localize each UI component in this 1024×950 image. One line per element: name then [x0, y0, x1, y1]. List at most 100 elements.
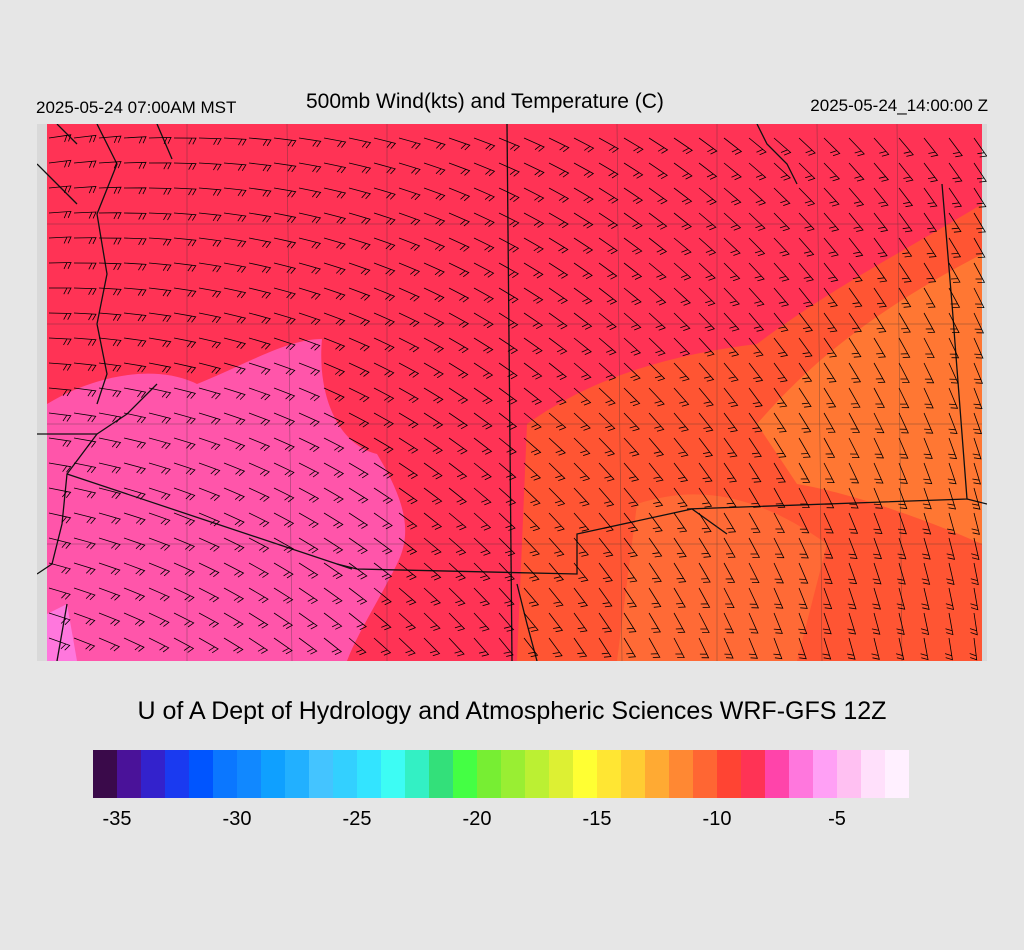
wind-barb [623, 562, 638, 583]
wind-barb [98, 637, 121, 652]
wind-barb [548, 462, 566, 481]
wind-barb [48, 236, 72, 244]
wind-barb [98, 337, 122, 347]
wind-barb [73, 134, 97, 143]
wind-barb [123, 512, 146, 525]
wind-barb [673, 537, 687, 558]
wind-barb [573, 437, 591, 456]
colorbar-swatch [645, 750, 669, 798]
wind-barb [173, 587, 195, 603]
wind-barb [598, 262, 618, 280]
wind-barb [248, 262, 272, 274]
wind-barb [248, 237, 272, 248]
wind-barb [823, 337, 838, 358]
wind-barb [298, 612, 318, 630]
wind-barb [623, 262, 643, 280]
wind-barb [548, 637, 563, 658]
wind-barb [98, 462, 122, 474]
wind-barb [123, 161, 147, 169]
wind-barb [373, 337, 395, 352]
wind-barb [98, 437, 122, 449]
wind-barb [123, 587, 146, 602]
wind-barb [573, 237, 594, 254]
wind-barb [623, 237, 643, 255]
wind-barb [573, 487, 590, 507]
wind-barb [648, 487, 664, 508]
wind-barb [798, 487, 810, 508]
wind-barb [823, 237, 839, 257]
wind-barb [873, 162, 890, 182]
wind-barb [298, 462, 320, 478]
wind-barb [448, 412, 468, 430]
wind-barb [348, 287, 371, 301]
wind-barb [373, 462, 394, 479]
wind-barb [723, 537, 736, 558]
wind-barb [548, 587, 564, 607]
wind-barb [123, 187, 147, 195]
wind-barb [871, 612, 881, 635]
wind-barb [598, 537, 614, 557]
wind-barb [298, 487, 320, 503]
colorbar-tick-label: -20 [462, 808, 492, 830]
colorbar-swatch [213, 750, 237, 798]
wind-barb [748, 362, 764, 383]
wind-barb [223, 262, 247, 273]
wind-barb [73, 612, 96, 626]
wind-barb [348, 387, 370, 403]
wind-barb [898, 312, 911, 333]
wind-barb [323, 287, 346, 301]
wind-barb [198, 162, 222, 171]
wind-barb [948, 187, 962, 208]
wind-barb [98, 512, 121, 525]
wind-barb [748, 487, 761, 508]
colorbar-swatch [405, 750, 429, 798]
wind-barb [448, 312, 470, 328]
colorbar-swatch [669, 750, 693, 798]
wind-barb [573, 612, 588, 633]
wind-barb [398, 187, 421, 201]
wind-barb [348, 562, 368, 580]
wind-barb [923, 312, 936, 333]
wind-barb [373, 437, 394, 454]
wind-barb [73, 437, 97, 448]
wind-barb [373, 587, 392, 606]
wind-barb [873, 537, 882, 560]
wind-barb [871, 637, 880, 660]
wind-barb [73, 637, 96, 651]
wind-barb [873, 462, 884, 484]
wind-barb [748, 562, 760, 583]
wind-barb [698, 562, 711, 583]
colorbar-swatch [165, 750, 189, 798]
colorbar-swatch [357, 750, 381, 798]
wind-barb [248, 612, 269, 629]
wind-barb [873, 437, 885, 459]
colorbar-ticks: -35 -30 -25 -20 -15 -10 -5 [0, 808, 1024, 838]
wind-barb [523, 162, 545, 178]
wind-barb [448, 387, 469, 404]
wind-barb [748, 312, 765, 332]
wind-barb [323, 562, 343, 580]
colorbar-swatch [429, 750, 453, 798]
wind-barb [498, 137, 521, 152]
wind-barb [823, 487, 835, 509]
wind-barb [898, 462, 908, 484]
wind-barb [48, 312, 72, 320]
wind-barb [923, 462, 933, 485]
wind-barb [98, 487, 122, 500]
wind-barb [848, 212, 864, 232]
wind-barb [323, 312, 346, 326]
wind-barb [823, 462, 835, 483]
wind-barb [898, 412, 909, 434]
wind-barb [945, 587, 955, 611]
wind-barb [298, 362, 321, 376]
wind-barb [923, 162, 939, 183]
wind-barb [873, 137, 890, 157]
wind-barb [373, 212, 396, 226]
wind-barb [198, 312, 222, 324]
wind-barb [148, 362, 172, 373]
colorbar-swatch [453, 750, 477, 798]
wind-barb [773, 462, 786, 483]
wind-barb [173, 337, 197, 349]
wind-barb [498, 187, 520, 203]
wind-barb [373, 562, 393, 580]
